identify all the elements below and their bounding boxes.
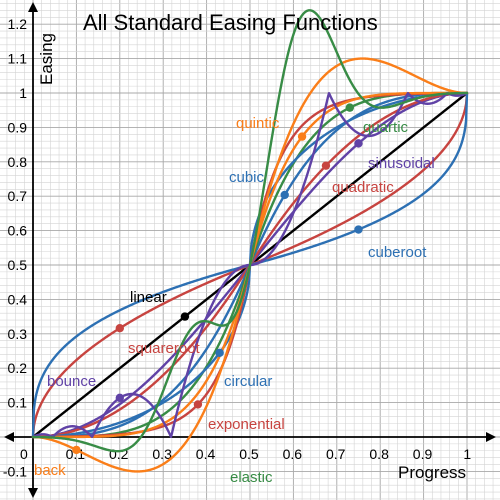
x-axis-label: Progress: [398, 463, 466, 482]
marker-exponential: [193, 400, 203, 409]
marker-back: [72, 445, 81, 455]
x-tick-label: 0.9: [413, 446, 433, 462]
y-tick-label: 0.6: [8, 223, 28, 239]
marker-linear: [180, 312, 190, 321]
y-tick-label: 0.1: [8, 395, 28, 411]
series-label-cuberoot: cuberoot: [368, 244, 427, 261]
x-tick-label: 0.6: [283, 446, 303, 462]
series-label-sinusoidal: sinusoidal: [368, 155, 435, 172]
y-tick-label: 0.9: [8, 119, 28, 135]
marker-cubic: [280, 190, 289, 200]
marker-quadratic: [321, 161, 331, 170]
x-tick-label: 1: [463, 446, 471, 462]
y-axis-label: Easing: [37, 33, 56, 85]
chart-title: All Standard Easing Functions: [83, 10, 378, 35]
curve-elastic: [31, 9, 469, 453]
x-tick-label: 0.2: [109, 446, 129, 462]
series-label-elastic: elastic: [230, 469, 273, 486]
series-label-quintic: quintic: [236, 115, 280, 132]
x-axis-arrow-right: [486, 432, 496, 442]
series-label-bounce: bounce: [47, 373, 96, 390]
y-tick-label: -0.1: [3, 463, 27, 479]
series-label-quadratic: quadratic: [332, 179, 394, 196]
markers: [72, 103, 363, 455]
x-tick-label: 0.8: [369, 446, 389, 462]
series-label-back: back: [34, 462, 66, 479]
marker-cuberoot: [354, 225, 363, 234]
series-label-squareroot: squareroot: [128, 340, 201, 357]
curves: [31, 9, 469, 473]
y-tick-label: 1: [19, 85, 27, 101]
marker-quintic: [297, 132, 307, 141]
y-tick-label: 0.8: [8, 154, 28, 170]
marker-squareroot: [115, 324, 125, 333]
series-label-circular: circular: [224, 373, 272, 390]
y-axis-arrow-down: [28, 488, 38, 498]
series-label-cubic: cubic: [229, 169, 265, 186]
series-label-exponential: exponential: [208, 416, 285, 433]
y-tick-label: 0.5: [8, 257, 28, 273]
marker-quartic: [345, 103, 355, 112]
series-labels: linear quadratic squareroot cubic cuberoot qu…: [34, 115, 435, 486]
x-axis-arrow-left: [4, 432, 14, 442]
x-tick-label: 0: [20, 446, 28, 462]
series-label-quartic: quartic: [363, 119, 409, 136]
y-tick-label: 1.1: [8, 51, 28, 67]
x-tick-label: 0.3: [152, 446, 172, 462]
y-tick-label: 0.7: [8, 188, 28, 204]
series-label-linear: linear: [130, 289, 167, 306]
x-tick-label: 0.5: [239, 446, 259, 462]
x-tick-label: 0.4: [196, 446, 216, 462]
marker-bounce: [115, 393, 125, 403]
y-tick-label: 1.2: [8, 16, 28, 32]
y-tick-label: 0.2: [8, 360, 28, 376]
y-axis-arrow-up: [28, 2, 38, 12]
marker-sinusoidal: [354, 139, 363, 148]
marker-circular: [215, 348, 224, 357]
y-tick-label: 0.3: [8, 326, 28, 342]
y-tick-label: 0.4: [8, 291, 28, 307]
x-tick-label: 0.7: [326, 446, 346, 462]
